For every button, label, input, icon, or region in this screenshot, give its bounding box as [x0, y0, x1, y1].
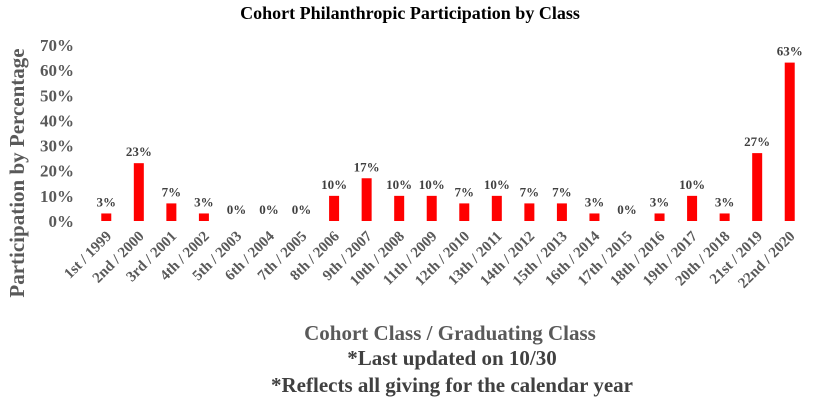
data-label: 7%	[455, 184, 475, 199]
bar	[329, 195, 340, 221]
y-tick-label: 60%	[40, 61, 74, 80]
bar	[426, 195, 437, 221]
bar	[459, 203, 470, 221]
data-label: 3%	[585, 194, 605, 209]
data-label: 0%	[292, 202, 312, 217]
bar	[719, 213, 730, 221]
bar	[589, 213, 600, 221]
y-tick-label: 40%	[40, 111, 74, 130]
data-label: 23%	[126, 144, 152, 159]
y-tick-label: 30%	[40, 137, 74, 156]
data-label: 10%	[419, 177, 445, 192]
bars	[101, 62, 795, 221]
bar	[491, 195, 502, 221]
y-ticks: 0% 10% 20% 30% 40% 50% 60% 70%	[40, 36, 74, 231]
data-label: 0%	[617, 202, 637, 217]
y-tick-label: 50%	[40, 86, 74, 105]
data-label: 7%	[520, 184, 540, 199]
data-label: 10%	[386, 177, 412, 192]
y-tick-label: 20%	[40, 162, 74, 181]
x-axis-label: Cohort Class / Graduating Class	[304, 321, 596, 345]
data-label: 10%	[321, 177, 347, 192]
data-label: 3%	[650, 194, 670, 209]
data-label: 0%	[259, 202, 279, 217]
note-calendar-year: *Reflects all giving for the calendar ye…	[271, 373, 633, 397]
bar	[654, 213, 665, 221]
bar	[394, 195, 405, 221]
data-label: 7%	[162, 184, 182, 199]
bar	[198, 213, 209, 221]
data-label: 10%	[679, 177, 705, 192]
data-label: 63%	[777, 44, 803, 59]
bar	[687, 195, 698, 221]
y-tick-label: 0%	[49, 212, 75, 231]
chart-title: Cohort Philanthropic Participation by Cl…	[240, 3, 580, 23]
y-tick-label: 70%	[40, 36, 74, 55]
data-label: 27%	[744, 134, 770, 149]
data-label: 10%	[484, 177, 510, 192]
bar	[784, 62, 795, 221]
data-label: 3%	[97, 194, 117, 209]
bar	[524, 203, 535, 221]
bar	[133, 163, 144, 221]
data-label: 3%	[194, 194, 214, 209]
data-labels: 3% 23% 7% 3% 0% 0% 0% 10% 17% 10% 10% 7% 10% 7% 7% 3% 0%…	[97, 44, 803, 217]
data-label: 17%	[354, 159, 380, 174]
data-label: 3%	[715, 194, 735, 209]
y-tick-label: 10%	[40, 187, 74, 206]
y-axis-label: Participation by Percentage	[5, 48, 29, 297]
bar	[752, 153, 763, 221]
bar	[361, 178, 372, 221]
bar	[166, 203, 177, 221]
bar	[101, 213, 112, 221]
data-label: 0%	[227, 202, 247, 217]
note-last-updated: *Last updated on 10/30	[347, 346, 556, 370]
data-label: 7%	[552, 184, 572, 199]
bar	[556, 203, 567, 221]
